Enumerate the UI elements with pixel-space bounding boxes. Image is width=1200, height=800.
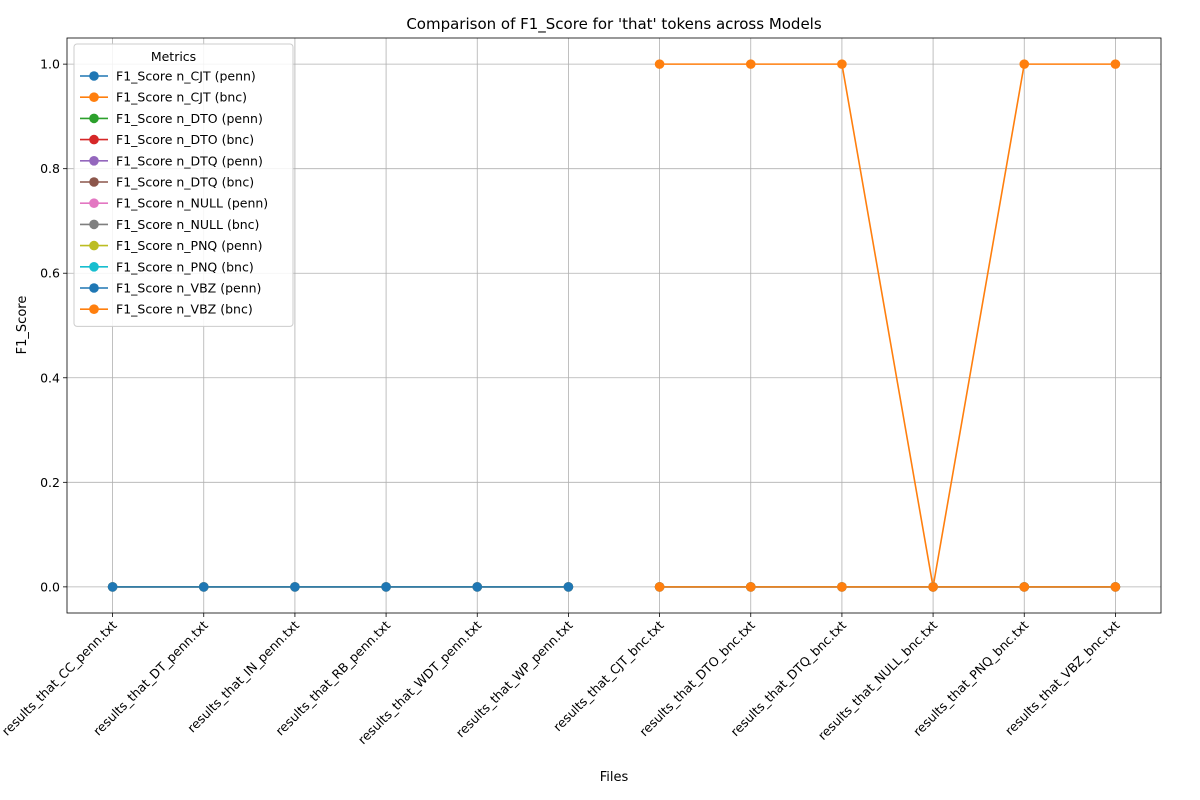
series-line (107, 582, 574, 592)
legend-item: F1_Score n_CJT (penn) (80, 69, 256, 84)
legend-marker (89, 283, 99, 293)
legend-item: F1_Score n_CJT (bnc) (80, 90, 247, 105)
series-group (107, 59, 1121, 592)
y-tick-label: 1.0 (40, 57, 60, 72)
data-point (107, 582, 118, 592)
data-point (198, 582, 209, 592)
legend-marker (89, 113, 99, 124)
data-point (563, 582, 574, 592)
legend-item: F1_Score n_DTO (bnc) (80, 132, 254, 147)
y-tick-label: 0.6 (40, 266, 60, 281)
legend-marker (89, 156, 99, 166)
y-tick-label: 0.0 (40, 579, 60, 594)
legend-box (73, 43, 294, 327)
legend-label: F1_Score n_DTQ (bnc) (116, 175, 254, 190)
y-axis-label: F1_Score (15, 296, 30, 355)
legend-item: F1_Score n_DTQ (penn) (80, 153, 263, 168)
legend-marker (89, 92, 99, 102)
legend: Metrics F1_Score n_CJT (penn) F1_Score n_C… (73, 43, 294, 327)
data-point (472, 582, 483, 592)
legend-marker (89, 262, 99, 272)
data-point (654, 582, 665, 592)
data-point (1110, 59, 1121, 69)
series-path (659, 63, 1116, 588)
legend-marker (89, 219, 99, 230)
legend-item: F1_Score n_VBZ (penn) (80, 281, 261, 296)
legend-label: F1_Score n_VBZ (bnc) (116, 302, 253, 317)
data-point (1019, 582, 1030, 592)
legend-item: F1_Score n_PNQ (penn) (80, 238, 262, 253)
legend-item: F1_Score n_NULL (bnc) (80, 217, 259, 232)
legend-marker (89, 304, 99, 315)
legend-item: F1_Score n_PNQ (bnc) (80, 259, 254, 274)
data-point (745, 59, 756, 69)
legend-label: F1_Score n_CJT (bnc) (116, 90, 247, 105)
data-point (1019, 59, 1030, 69)
x-axis-label: Files (600, 770, 629, 785)
legend-marker (89, 177, 99, 187)
legend-marker (89, 198, 99, 208)
data-point (837, 59, 847, 69)
legend-title: Metrics (151, 49, 196, 64)
series-line (654, 582, 1121, 592)
legend-label: F1_Score n_PNQ (bnc) (116, 259, 254, 274)
legend-item: F1_Score n_NULL (penn) (80, 196, 268, 211)
data-point (654, 59, 665, 69)
chart-title: Comparison of F1_Score for 'that' tokens… (406, 15, 822, 34)
data-point (290, 582, 300, 592)
legend-label: F1_Score n_PNQ (penn) (116, 238, 262, 253)
legend-marker (89, 71, 99, 81)
legend-label: F1_Score n_CJT (penn) (116, 69, 256, 84)
data-point (1110, 582, 1121, 592)
legend-label: F1_Score n_NULL (penn) (116, 196, 268, 211)
y-tick-label: 0.4 (40, 370, 60, 385)
data-point (381, 582, 391, 592)
legend-marker (89, 134, 99, 145)
data-point (837, 582, 847, 592)
legend-item: F1_Score n_DTO (penn) (80, 111, 263, 126)
y-tick-label: 0.8 (40, 161, 60, 176)
data-point (928, 582, 938, 592)
legend-label: F1_Score n_DTO (penn) (116, 111, 263, 126)
legend-label: F1_Score n_NULL (bnc) (116, 217, 259, 232)
legend-marker (89, 240, 99, 251)
plot-frame (66, 37, 1162, 614)
legend-label: F1_Score n_VBZ (penn) (116, 281, 261, 296)
y-tick-label: 0.2 (40, 475, 60, 490)
data-point (745, 582, 756, 592)
legend-item: F1_Score n_DTQ (bnc) (80, 175, 254, 190)
legend-label: F1_Score n_DTQ (penn) (116, 153, 263, 168)
legend-label: F1_Score n_DTO (bnc) (116, 132, 254, 147)
legend-item: F1_Score n_VBZ (bnc) (80, 302, 253, 317)
series-line (654, 59, 1121, 592)
